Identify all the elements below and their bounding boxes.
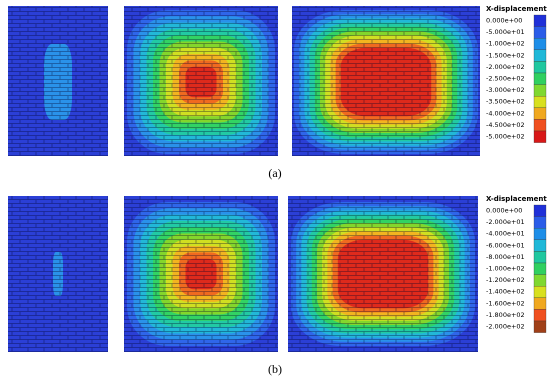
legend-swatch bbox=[533, 286, 547, 298]
legend-swatch bbox=[533, 119, 547, 132]
bricks bbox=[8, 6, 108, 156]
contour-image bbox=[124, 196, 278, 352]
legend-swatch bbox=[533, 26, 547, 39]
legend-swatch bbox=[533, 228, 547, 240]
bricks bbox=[292, 6, 480, 156]
legend-label: -4.000e+01 bbox=[486, 230, 525, 238]
legend-label: -1.800e+02 bbox=[486, 311, 525, 319]
legend-swatch bbox=[533, 96, 547, 108]
legend-swatch bbox=[533, 251, 547, 264]
legend-swatch bbox=[533, 107, 547, 120]
bricks bbox=[124, 196, 278, 352]
contour-image bbox=[288, 196, 478, 352]
legend-label: -1.200e+02 bbox=[486, 276, 525, 284]
legend-label: -4.000e+02 bbox=[486, 109, 525, 117]
caption: (a) bbox=[268, 166, 281, 180]
legend-label: -3.000e+02 bbox=[486, 86, 525, 94]
legend-label: 0.000e+00 bbox=[486, 207, 522, 215]
legend-label: -4.500e+02 bbox=[486, 121, 525, 129]
panel-row: X-displacement 0.000e+00 -5.000e+01 -1.000e… bbox=[8, 5, 547, 180]
legend-swatch bbox=[533, 14, 547, 27]
contour-image bbox=[8, 196, 108, 352]
legend-swatch bbox=[533, 262, 547, 275]
legend-label: -1.600e+02 bbox=[486, 299, 525, 307]
legend-label: -1.000e+02 bbox=[486, 40, 525, 48]
legend-swatch bbox=[533, 274, 547, 287]
legend-swatch bbox=[533, 309, 547, 322]
legend-swatch bbox=[533, 320, 547, 333]
bricks bbox=[288, 196, 478, 352]
legend-label: -5.000e+01 bbox=[486, 28, 525, 36]
legend-title: X-displacement bbox=[486, 5, 547, 13]
legend-label: -1.400e+02 bbox=[486, 288, 525, 296]
legend-swatch bbox=[533, 72, 547, 85]
legend-swatch bbox=[533, 239, 547, 252]
legend-label: -8.000e+01 bbox=[486, 253, 525, 261]
bricks bbox=[124, 6, 278, 156]
legend-label: -1.000e+02 bbox=[486, 265, 525, 273]
legend-swatch bbox=[533, 216, 547, 229]
legend-label: -6.000e+01 bbox=[486, 241, 525, 249]
legend-swatch bbox=[533, 130, 547, 143]
legend-swatch bbox=[533, 38, 547, 50]
legend-swatch bbox=[533, 61, 547, 74]
legend-label: -2.000e+02 bbox=[486, 323, 525, 331]
contour-image bbox=[124, 6, 278, 156]
legend-swatch bbox=[533, 84, 547, 97]
contour-image bbox=[8, 6, 108, 156]
legend-label: -2.500e+02 bbox=[486, 75, 525, 83]
bricks bbox=[8, 196, 108, 352]
legend-swatch bbox=[533, 204, 547, 217]
legend-swatch bbox=[533, 297, 547, 310]
legend-title: X-displacement bbox=[486, 195, 547, 203]
caption: (b) bbox=[268, 362, 282, 376]
legend-label: -5.000e+02 bbox=[486, 133, 525, 141]
contour-image bbox=[292, 6, 480, 156]
legend-label: -3.500e+02 bbox=[486, 98, 525, 106]
legend-label: -1.500e+02 bbox=[486, 51, 525, 59]
legend-swatch bbox=[533, 49, 547, 62]
panel-row: X-displacement 0.000e+00 -2.000e+01 -4.000e… bbox=[8, 195, 547, 376]
legend-label: -2.000e+02 bbox=[486, 63, 525, 71]
legend-label: 0.000e+00 bbox=[486, 17, 522, 25]
legend-label: -2.000e+01 bbox=[486, 218, 525, 226]
